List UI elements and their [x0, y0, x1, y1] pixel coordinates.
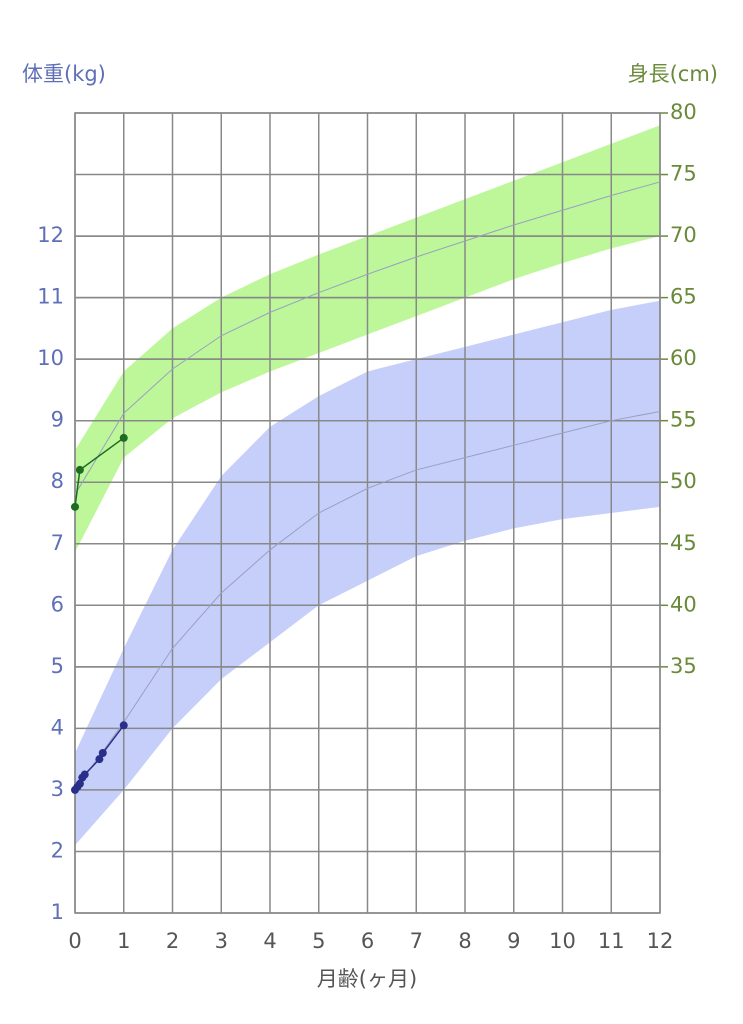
y-tick-label: 1 [51, 900, 64, 924]
y2-axis-label: 身長(cm) [628, 62, 718, 86]
x-tick-label: 10 [549, 929, 576, 953]
plot-frame [74, 112, 661, 914]
y-tick-label: 7 [51, 531, 64, 555]
record-point [75, 465, 84, 474]
y2-tick-label: 35 [670, 654, 697, 678]
y-tick-label: 5 [51, 654, 64, 678]
y-tick-label: 2 [51, 838, 64, 862]
x-axis-label: 月齢(ヶ月) [317, 967, 417, 991]
x-tick-label: 7 [410, 929, 423, 953]
y-tick-label: 4 [51, 715, 64, 739]
record-point [119, 721, 128, 730]
y-tick-label: 11 [37, 285, 64, 309]
y-tick-label: 10 [37, 346, 64, 370]
x-tick-label: 6 [361, 929, 374, 953]
median-line [74, 181, 661, 495]
x-tick-label: 9 [507, 929, 520, 953]
y-tick-label: 12 [37, 223, 64, 247]
x-tick-label: 4 [263, 929, 276, 953]
record-point [71, 502, 79, 511]
y2-tick-label: 75 [670, 162, 697, 186]
record-point [98, 749, 107, 757]
y2-tick-label: 50 [670, 469, 697, 493]
x-tick-label: 3 [215, 929, 228, 953]
record-point [119, 433, 128, 442]
y2-tick-label: 70 [670, 223, 697, 247]
x-tick-label: 2 [166, 929, 179, 953]
y2-tick-label: 65 [670, 285, 697, 309]
record-point [95, 755, 104, 764]
x-tick-label: 12 [647, 929, 674, 953]
y2-tick-label: 60 [670, 346, 697, 370]
x-tick-label: 0 [68, 929, 81, 953]
y-tick-label: 6 [51, 592, 64, 616]
x-tick-label: 8 [458, 929, 471, 953]
y-axis-label: 体重(kg) [22, 62, 106, 86]
y2-tick-label: 45 [670, 531, 697, 555]
median-line [74, 410, 661, 791]
x-tick-label: 11 [598, 929, 625, 953]
y-tick-label: 3 [51, 777, 64, 801]
y2-tick-label: 80 [670, 100, 697, 124]
x-tick-label: 1 [117, 929, 130, 953]
record-point [80, 770, 89, 779]
y2-tick-label: 55 [670, 408, 697, 432]
record-point [75, 779, 84, 788]
x-tick-label: 5 [312, 929, 325, 953]
y2-tick-label: 40 [670, 592, 697, 616]
y-tick-label: 8 [51, 469, 64, 493]
y-tick-label: 9 [51, 408, 64, 432]
